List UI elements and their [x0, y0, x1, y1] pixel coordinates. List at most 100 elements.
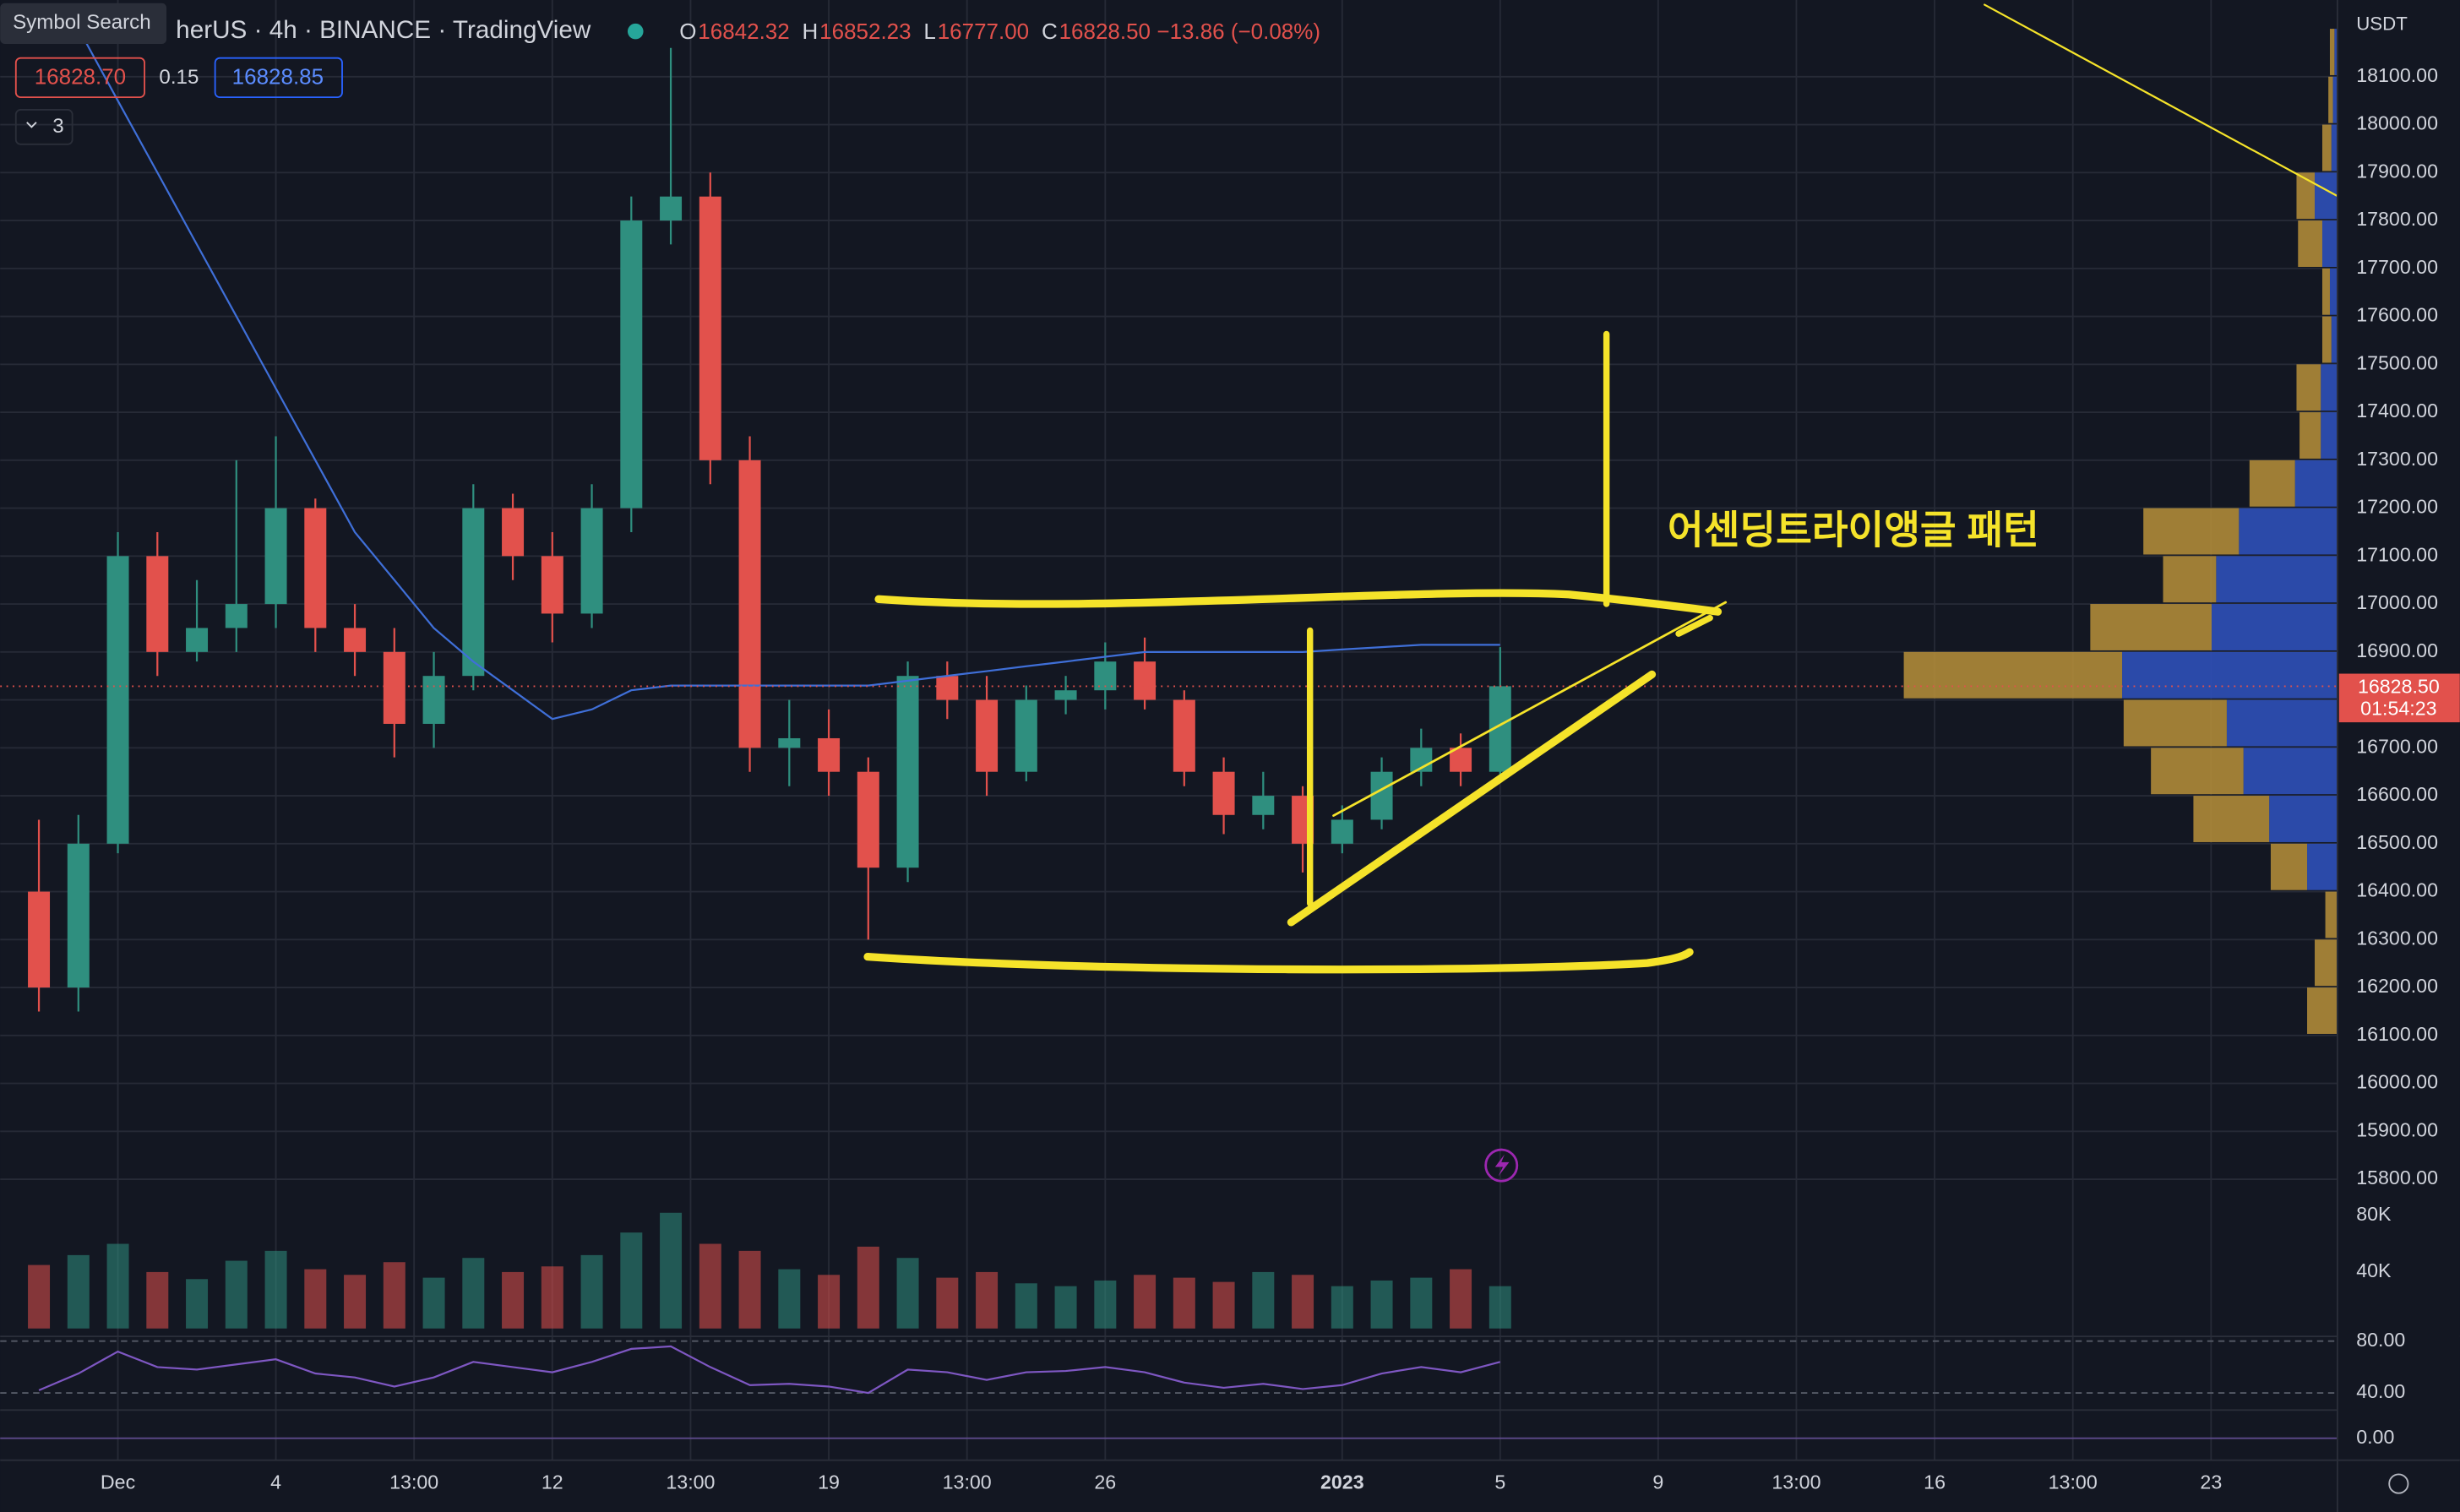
- candle-body: [1054, 690, 1077, 700]
- profile-down: [2123, 699, 2227, 747]
- volume-bar: [1331, 1286, 1353, 1329]
- candle-body: [383, 651, 405, 724]
- volume-bar: [541, 1266, 563, 1329]
- ohlc-value: 16828.50: [1059, 19, 1151, 44]
- profile-up: [2321, 220, 2338, 267]
- volume-bar: [106, 1243, 129, 1329]
- ohlc-label: H: [803, 19, 819, 44]
- y-tick-label: 16700.00: [2356, 735, 2438, 757]
- volume-bar: [1173, 1277, 1195, 1329]
- y-tick-label: 16500.00: [2356, 831, 2438, 853]
- profile-down: [2307, 987, 2338, 1034]
- x-tick-label: 13:00: [2049, 1471, 2098, 1493]
- price-axis: [2337, 0, 2460, 1512]
- x-tick-label: 9: [1652, 1471, 1663, 1493]
- volume-bar: [28, 1265, 51, 1329]
- support-line: [863, 948, 1694, 974]
- moving-average: [77, 28, 1500, 721]
- profile-down: [2329, 29, 2335, 75]
- profile-up: [2211, 604, 2338, 650]
- volume-bar: [1370, 1280, 1393, 1329]
- symbol-search[interactable]: [0, 3, 167, 44]
- volume-bar: [146, 1271, 169, 1329]
- profile-up: [2226, 699, 2338, 747]
- volume-bar: [422, 1277, 445, 1329]
- currency[interactable]: USDT: [2356, 14, 2408, 35]
- candle-body: [502, 508, 525, 557]
- trend-line: [1287, 670, 1657, 927]
- volume-bar: [462, 1258, 485, 1329]
- y-tick-label: 17900.00: [2356, 160, 2438, 182]
- settings-icon[interactable]: [2388, 1473, 2409, 1494]
- volume-bar: [660, 1212, 683, 1329]
- event-icon[interactable]: [1484, 1148, 1519, 1183]
- axes: 15800.00 15900.00 16000.00 16100.00 16200.00…: [101, 64, 2460, 1493]
- chevron: [26, 122, 37, 128]
- y-tick-label: 17000.00: [2356, 591, 2438, 613]
- ohlc: O 16842.32 H 16852.23 L 16777.00 C 16828.50 −13.…: [679, 19, 1320, 44]
- bid-box[interactable]: [14, 57, 145, 99]
- y-tick-label: 16300.00: [2356, 927, 2438, 949]
- spread: 0.15: [159, 66, 199, 89]
- volume-bar: [67, 1254, 90, 1329]
- candle-body: [580, 508, 603, 614]
- volume-bar: [1450, 1269, 1472, 1329]
- volume-bar: [738, 1250, 761, 1329]
- candle-body: [146, 556, 169, 652]
- indicator-toggle[interactable]: [14, 109, 73, 145]
- ohlc-label: C: [1042, 19, 1058, 44]
- rsi-tick-label: 80.00: [2356, 1329, 2405, 1351]
- ohlc-value: 16842.32: [698, 19, 789, 44]
- bid[interactable]: 16828.70: [35, 64, 126, 90]
- trend-line-top: [1984, 3, 2339, 198]
- volume-bar: [1015, 1283, 1037, 1329]
- candle-body: [936, 676, 959, 700]
- ask[interactable]: 16828.85: [232, 64, 324, 90]
- y-tick-label: 17700.00: [2356, 256, 2438, 278]
- ask-box[interactable]: [214, 57, 343, 99]
- macd-tick-label: 0.00: [2356, 1426, 2394, 1448]
- grid: [0, 0, 2460, 1460]
- candle-body: [344, 628, 367, 652]
- x-tick-label: 4: [270, 1471, 281, 1493]
- volume-bar: [1054, 1286, 1077, 1329]
- volume-bar: [383, 1262, 405, 1329]
- last-price: 16828.50: [2358, 675, 2440, 697]
- candle-body: [818, 737, 841, 772]
- volume-bar: [186, 1279, 209, 1329]
- profile-up: [2243, 748, 2338, 795]
- profile-down: [2193, 796, 2270, 842]
- profile-down: [2298, 220, 2322, 267]
- candle-body: [1331, 819, 1353, 844]
- volume-tick-label: 40K: [2356, 1259, 2392, 1281]
- rsi-line: [38, 1345, 1501, 1395]
- y-tick-label: 17200.00: [2356, 496, 2438, 518]
- y-tick-label: 16600.00: [2356, 783, 2438, 805]
- symbol-search-label[interactable]: Symbol Search: [13, 11, 151, 34]
- candle-body: [106, 556, 129, 844]
- x-tick-label: 13:00: [389, 1471, 438, 1493]
- indicator-count[interactable]: 3: [52, 115, 63, 138]
- y-tick-label: 17800.00: [2356, 208, 2438, 230]
- y-tick-label: 16900.00: [2356, 639, 2438, 661]
- y-tick-label: 17500.00: [2356, 351, 2438, 373]
- candle-body: [541, 556, 563, 614]
- ohlc-value: 16852.23: [819, 19, 911, 44]
- ohlc-change: −13.86 (−0.08%): [1157, 19, 1320, 44]
- profile-down: [2296, 364, 2321, 411]
- profile-down: [2299, 412, 2321, 459]
- ohlc-label: L: [923, 19, 935, 44]
- volume-bar: [818, 1275, 841, 1329]
- profile-up: [2122, 651, 2338, 699]
- volume-bar: [580, 1254, 603, 1329]
- profile-up: [2315, 172, 2338, 220]
- profile-down: [2321, 124, 2332, 171]
- candle-body: [1173, 699, 1195, 772]
- profile-down: [2321, 316, 2332, 363]
- profile-up: [2331, 316, 2338, 363]
- profile-down: [2296, 172, 2316, 220]
- x-tick-label: Dec: [101, 1471, 135, 1493]
